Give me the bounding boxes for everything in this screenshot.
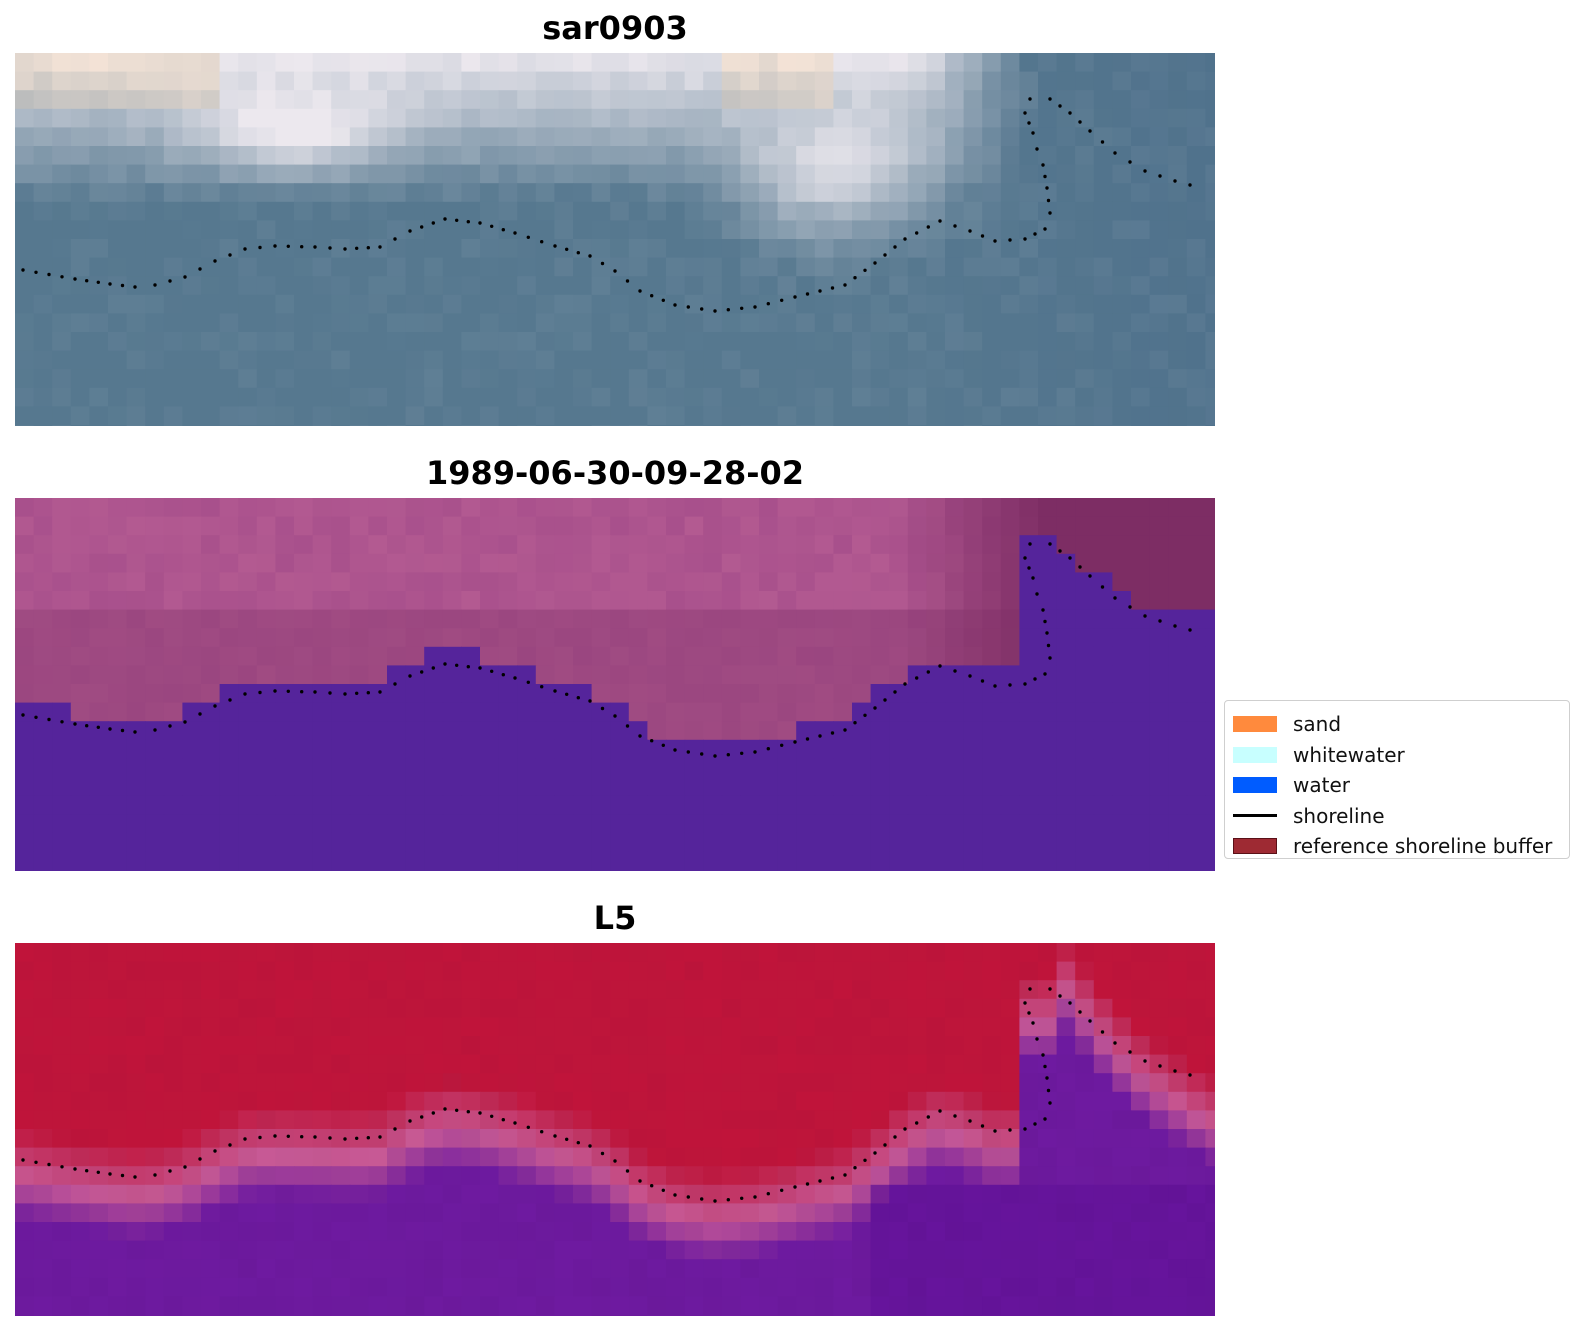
shoreline-dots [21,97,1192,313]
probability-panel [15,943,1215,1316]
legend-label-shoreline: shoreline [1293,803,1385,828]
legend-label-buffer: reference shoreline buffer [1293,834,1553,859]
classification-panel [15,498,1215,871]
legend-item-sand: sand [1225,709,1569,740]
sand-swatch [1233,716,1277,733]
panel-title-2: 1989-06-30-09-28-02 [425,454,805,492]
whitewater-swatch [1233,746,1277,763]
legend-label-whitewater: whitewater [1293,742,1405,767]
rgb-image-panel [15,53,1215,426]
legend-label-water: water [1293,773,1350,798]
shoreline-line-swatch [1233,814,1277,818]
legend-item-shoreline: shoreline [1225,801,1569,832]
legend-item-whitewater: whitewater [1225,740,1569,771]
shoreline-dots [21,542,1192,758]
legend-item-buffer: reference shoreline buffer [1225,831,1569,862]
buffer-swatch [1233,838,1277,855]
water-swatch [1233,777,1277,794]
panel-title-3: L5 [593,899,637,937]
legend-label-sand: sand [1293,712,1342,737]
legend: sand whitewater water shoreline referenc… [1224,700,1570,859]
panel-title-1: sar0903 [542,9,688,47]
shoreline-dots [21,987,1192,1203]
legend-item-water: water [1225,770,1569,801]
